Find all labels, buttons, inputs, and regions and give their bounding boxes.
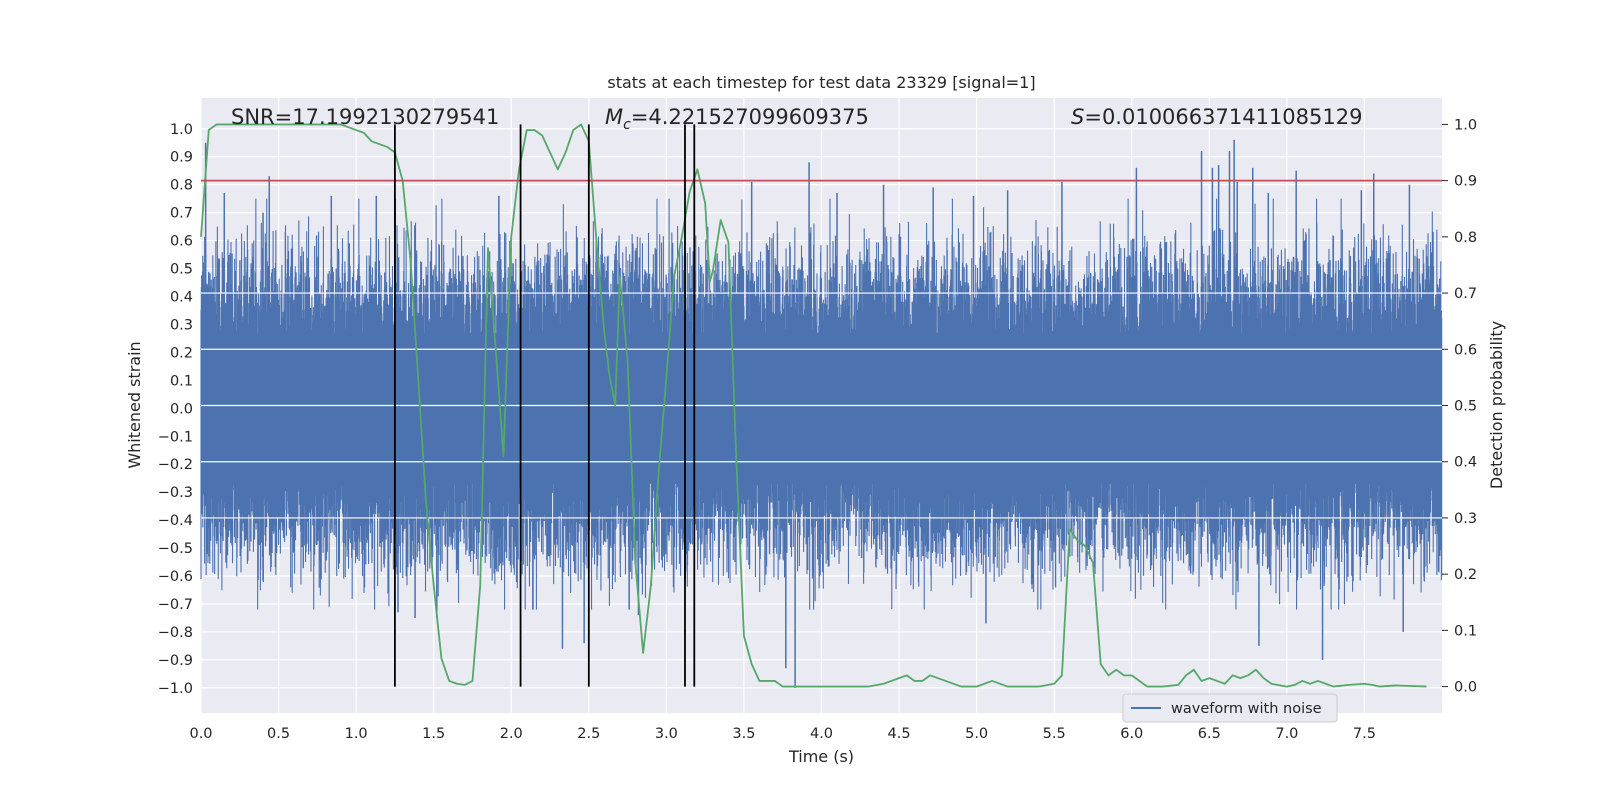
x-tick-label: 7.0 bbox=[1275, 726, 1298, 742]
probability-line bbox=[200, 123, 1427, 688]
x-tick-label: 6.5 bbox=[1198, 726, 1221, 742]
snr-annotation: SNR=17.1992130279541 bbox=[231, 105, 499, 129]
y2-tick-label: 1.0 bbox=[1454, 117, 1477, 133]
legend-box bbox=[1122, 693, 1338, 723]
y-tick-label: −0.7 bbox=[158, 597, 193, 613]
axis-ticks: 0.0 0.5 1.0 1.5 2.0 2.5 3.0 3.5 4.0 4.5 5.0 5.5 6.0 6… bbox=[158, 117, 1477, 742]
y-tick-label: −0.5 bbox=[158, 541, 193, 557]
y2-axis-label: Detection probability bbox=[1487, 321, 1506, 489]
y-tick-label: 0.9 bbox=[170, 150, 193, 166]
y2-tick-label: 0.4 bbox=[1454, 455, 1477, 471]
y-tick-label: 1.0 bbox=[170, 122, 193, 138]
x-tick-label: 4.0 bbox=[810, 726, 833, 742]
mc-symbol: M bbox=[605, 105, 623, 129]
chart-title: stats at each timestep for test data 233… bbox=[607, 73, 1035, 92]
y-tick-label: −0.1 bbox=[158, 429, 193, 445]
x-tick-label: 0.5 bbox=[267, 726, 290, 742]
y-tick-label: −0.4 bbox=[158, 513, 193, 529]
y2-tick-label: 0.0 bbox=[1454, 680, 1477, 696]
x-axis-label: Time (s) bbox=[788, 747, 854, 766]
x-tick-label: 1.0 bbox=[345, 726, 368, 742]
s-annotation: S=0.010066371411085129 bbox=[1071, 105, 1362, 129]
x-tick-label: 4.5 bbox=[888, 726, 911, 742]
legend-label: waveform with noise bbox=[1171, 701, 1322, 717]
x-tick-label: 0.0 bbox=[189, 726, 212, 742]
waveform-series bbox=[200, 139, 1443, 688]
y-tick-label: 0.7 bbox=[170, 206, 193, 222]
x-tick-label: 5.0 bbox=[965, 726, 988, 742]
x-tick-label: 6.0 bbox=[1120, 726, 1143, 742]
y-tick-label: −0.3 bbox=[158, 485, 193, 501]
y-tick-label: −0.9 bbox=[158, 653, 193, 669]
y2-tick-label: 0.6 bbox=[1454, 342, 1477, 358]
y2-tick-label: 0.2 bbox=[1454, 567, 1477, 583]
y2-tick-label: 0.1 bbox=[1454, 623, 1477, 639]
y-tick-label: 0.1 bbox=[170, 373, 193, 389]
waveform-core bbox=[201, 332, 1442, 484]
x-tick-label: 3.0 bbox=[655, 726, 678, 742]
x-tick-label: 5.5 bbox=[1043, 726, 1066, 742]
x-tick-label: 3.5 bbox=[732, 726, 755, 742]
y-tick-label: −0.8 bbox=[158, 625, 193, 641]
y-tick-label: 0.6 bbox=[170, 234, 193, 250]
y-tick-label: −0.6 bbox=[158, 569, 193, 585]
event-lines bbox=[394, 124, 696, 687]
mc-subscript: c bbox=[623, 117, 631, 133]
y-tick-label: 0.5 bbox=[170, 262, 193, 278]
y-axis-label: Whitened strain bbox=[125, 341, 144, 468]
y-tick-label: −1.0 bbox=[158, 681, 193, 697]
y-tick-label: 0.0 bbox=[170, 401, 193, 417]
legend: waveform with noise bbox=[1122, 693, 1338, 723]
y-tick-label: 0.3 bbox=[170, 317, 193, 333]
chirp-mass-annotation: Mc=4.221527099609375 bbox=[605, 105, 869, 133]
y-tick-label: −0.2 bbox=[158, 457, 193, 473]
y2-tick-label: 0.5 bbox=[1454, 399, 1477, 415]
y-tick-label: 0.2 bbox=[170, 345, 193, 361]
probability-series bbox=[200, 123, 1442, 688]
x-tick-label: 7.5 bbox=[1353, 726, 1376, 742]
y2-tick-label: 0.8 bbox=[1454, 230, 1477, 246]
x-tick-label: 2.0 bbox=[500, 726, 523, 742]
y2-tick-label: 0.7 bbox=[1454, 286, 1477, 302]
s-symbol: S bbox=[1071, 105, 1084, 129]
y-tick-label: 0.8 bbox=[170, 178, 193, 194]
x-tick-label: 2.5 bbox=[577, 726, 600, 742]
y2-tick-label: 0.3 bbox=[1454, 511, 1477, 527]
x-tick-label: 1.5 bbox=[422, 726, 445, 742]
y2-tick-label: 0.9 bbox=[1454, 174, 1477, 190]
mc-value: =4.221527099609375 bbox=[631, 105, 869, 129]
y-tick-label: 0.4 bbox=[170, 289, 193, 305]
s-value: =0.010066371411085129 bbox=[1084, 105, 1362, 129]
